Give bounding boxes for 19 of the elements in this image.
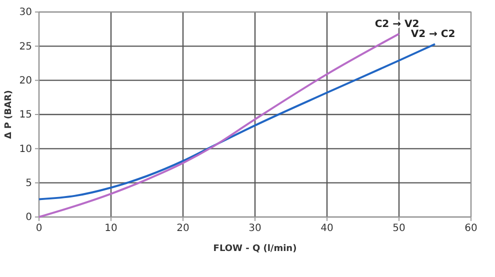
line-series	[38, 32, 400, 218]
series-label: V2 → C2	[410, 29, 456, 40]
x-tick-label: 40	[320, 223, 334, 234]
y-tick-label: 20	[19, 76, 32, 87]
y-tick-label: 30	[19, 7, 32, 18]
x-tick-label: 30	[248, 223, 262, 234]
y-tick-label: 0	[26, 212, 32, 224]
x-tick-label: 10	[104, 223, 118, 234]
x-tick-label: 0	[36, 223, 42, 234]
x-tick-label: 50	[392, 223, 406, 234]
y-tick-label: 15	[19, 110, 32, 121]
line-series	[38, 43, 436, 200]
y-tick-label: 5	[26, 178, 32, 190]
y-tick-label: 10	[19, 144, 32, 155]
x-axis-title: FLOW - Q (l/min)	[213, 244, 297, 254]
y-axis-title: Δ P (BAR)	[4, 90, 14, 139]
x-tick-label: 60	[464, 223, 478, 234]
x-tick-label: 20	[176, 223, 190, 234]
y-tick-label: 25	[19, 41, 32, 52]
